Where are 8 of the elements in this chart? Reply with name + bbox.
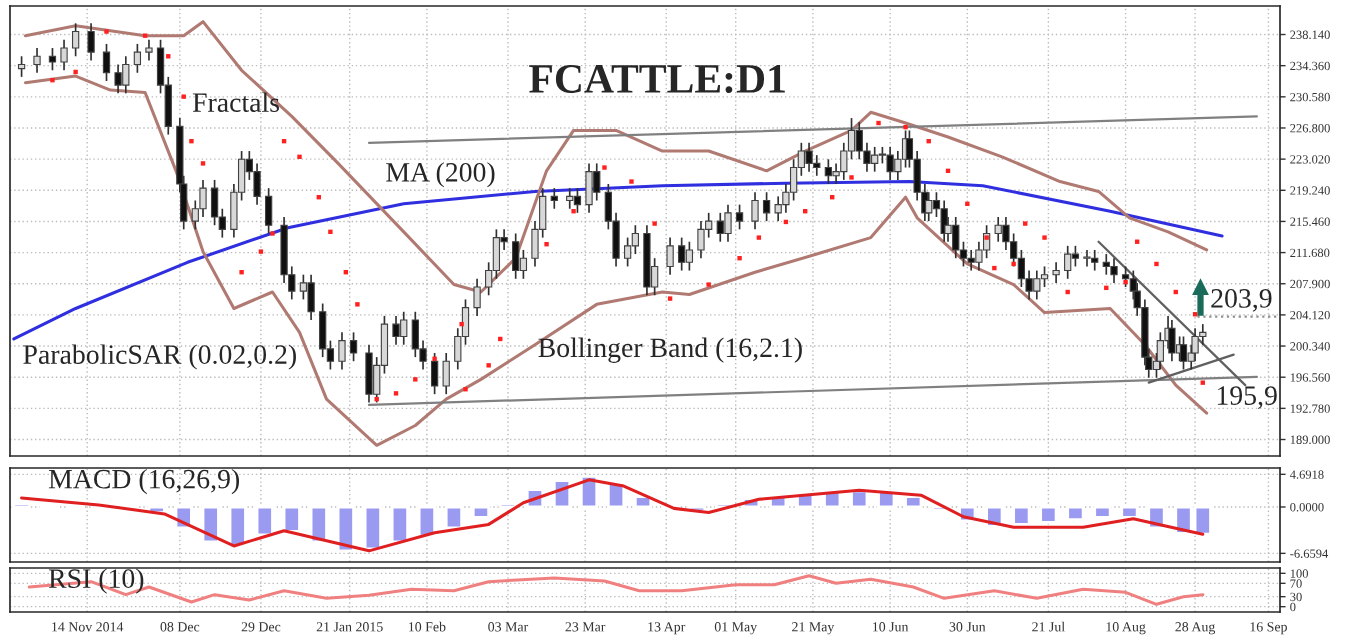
annotation: Bollinger Band (16,2.1) [538,337,802,363]
annotation: Fractals [192,92,280,112]
annotation: 195,9 [1217,386,1277,409]
ref-line-label: 203,9 [1211,289,1272,312]
annotation: ParabolicSAR (0.02,0.2) [23,344,296,370]
annotation: MACD (16,26,9) [48,468,239,495]
text: FCATTLE:D1 [529,64,785,94]
annotation: MA (200) [386,162,495,188]
